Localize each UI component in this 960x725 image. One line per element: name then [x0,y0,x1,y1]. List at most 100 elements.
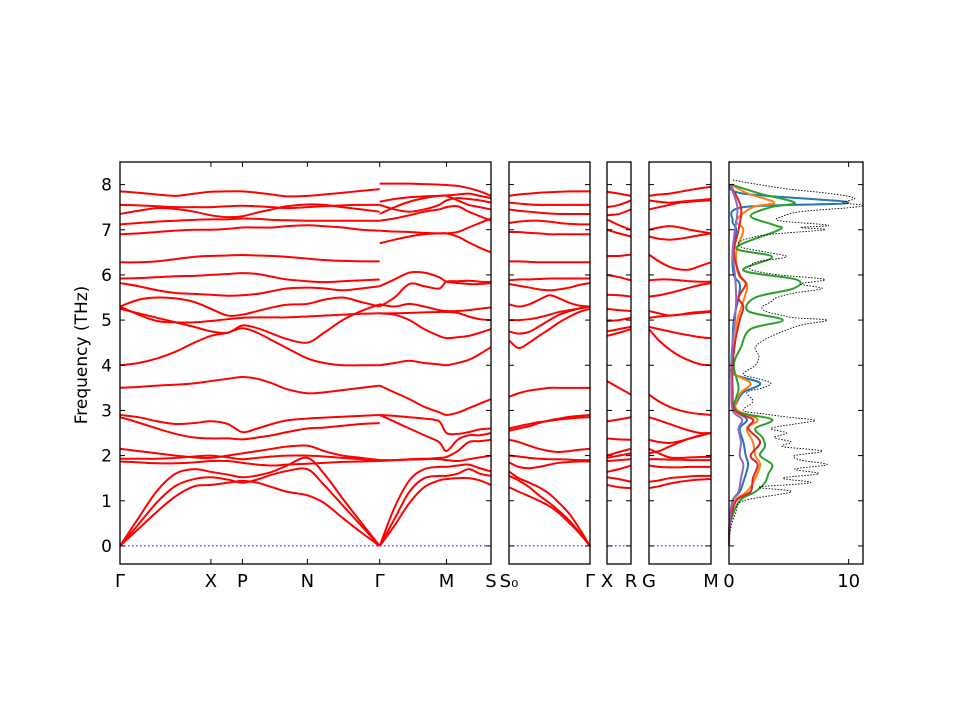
total-dos [728,179,863,546]
q-point-label-1-6: S [485,571,496,592]
y-tick-label-5: 5 [101,311,112,331]
phonon-branch-p3-s1-b8 [606,416,632,423]
phonon-branch-p1-s1-b5 [119,454,380,462]
phonon-branch-p1-s2-b17 [379,205,492,222]
phonon-branch-p1-s2-b2 [378,468,492,547]
phonon-branch-p4-s1-b14 [648,282,712,298]
phonon-branch-p1-s1-b7 [119,416,380,441]
q-point-label-4-1: M [703,571,719,592]
phonon-branch-p3-s1-b1 [606,483,632,490]
phonon-branch-p2-s1-b9 [508,386,590,398]
phonon-branch-p4-s1-b3 [648,464,711,469]
phonon-branch-p4-s1-b7 [648,432,712,444]
phonon-branch-p1-s2-b6 [379,414,492,453]
phonon-branch-p2-s1-b6 [508,438,591,453]
phonon-branch-p1-s1-b3 [119,456,381,547]
phonon-branch-p4-s1-b5 [648,447,712,459]
phonon-branch-p1-s2-b9 [379,346,492,367]
phonon-branch-p3-s1-b16 [606,253,632,258]
phonon-branch-p1-s1-b8 [119,413,380,434]
phonon-branch-p1-s2-b10 [379,312,492,340]
phonon-branch-p1-s1-b9 [119,376,380,395]
projected-dos-4 [728,184,762,546]
phonon-branch-p1-s2-b12 [379,302,492,313]
dos-x-tick-label-0: 0 [723,571,734,592]
phonon-branch-p2-s1-b7 [508,416,591,430]
phonon-branch-p1-s1-b13 [119,296,380,317]
q-point-label-1-1: X [205,571,217,592]
phonon-branch-p1-s1-b18 [119,217,380,226]
y-tick-label-2: 2 [101,447,112,467]
phonon-branch-p2-s1-b3 [508,470,591,547]
phonon-branch-p2-s1-b17 [508,230,590,236]
phonon-branch-p3-s1-b2 [606,476,632,483]
phonon-branch-p4-s1-b16 [648,253,712,271]
q-point-label-2-0: S₀ [500,571,519,592]
phonon-branch-p1-s2-b7 [379,413,492,436]
phonon-branch-p1-s2-b13 [379,279,492,308]
phonon-branch-p2-s1-b5 [508,454,591,462]
phonon-branch-p1-s1-b4 [119,459,380,467]
phonon-branch-p1-s1-b6 [119,444,380,462]
phonon-branch-p2-s1-b16 [508,260,590,264]
phonon-branch-p2-s1-b8 [508,413,591,432]
phonon-branch-p3-s1-b15 [606,273,632,282]
phonon-branch-p1-s1-b2 [119,467,381,547]
phonon-branch-p3-s1-b10 [606,328,632,337]
phonon-branch-p3-s1-b11 [606,325,632,333]
phonon-branch-p1-s1-b21 [119,188,380,198]
phonon-branch-p3-s1-b4 [606,458,632,463]
phonon-branch-p3-s1-b17 [606,228,632,238]
band-panel-2: S₀ Γ [500,161,595,592]
q-point-label-3-0: X [601,571,613,592]
y-tick-label-1: 1 [101,492,112,512]
dos-x-tick-label-10: 10 [837,571,860,592]
phonon-branch-p1-s2-b8 [379,384,492,416]
phonon-branch-p2-s1-b2 [508,475,591,547]
phonon-branch-p2-s1-b10 [508,307,591,350]
phonon-branch-p2-s1-b4 [508,460,591,470]
phonon-branch-p1-s2-b14 [379,270,492,288]
q-point-label-1-3: N [301,571,314,592]
phonon-branch-p3-s1-b12 [606,316,632,322]
band-panel-frame-1 [119,161,492,565]
phonon-branch-p3-s1-b19 [606,208,632,217]
phonon-branch-p1-s2-b16 [379,229,492,254]
phonon-branch-p4-s1-b21 [648,185,712,197]
phonon-branch-p1-s1-b12 [119,305,380,324]
phonon-branch-p4-s1-b1 [648,478,712,490]
q-point-label-1-0: Γ [115,571,125,592]
phonon-branch-p3-s1-b21 [606,190,632,197]
phonon-branch-p1-s1-b1 [119,479,381,547]
phonon-branch-p3-s1-b20 [606,199,632,209]
q-point-label-2-1: Γ [585,571,595,592]
phonon-branch-p1-s1-b20 [119,203,380,210]
phonon-branch-p4-s1-b4 [648,458,711,462]
phonon-branch-p1-s2-b1 [378,476,492,547]
band-panel-frame-4 [648,161,712,565]
phonon-branch-p3-s1-b9 [606,380,632,396]
q-point-label-1-4: Γ [375,571,385,592]
phonon-branch-p1-s1-b10 [119,327,380,367]
band-panel-frame-2 [508,161,591,565]
phonon-branch-p3-s1-b3 [606,464,632,473]
projected-dos-3 [727,183,802,546]
phonon-branch-p4-s1-b6 [648,432,712,455]
phonon-branch-p3-s1-b13 [606,307,632,313]
q-point-label-4-0: G [642,571,656,592]
phonon-branch-p1-s2-b20 [379,192,492,203]
dos-panel: 0 10 [723,161,864,592]
y-tick-label-8: 8 [101,176,112,196]
q-point-label-1-2: P [237,571,248,592]
phonon-branch-p4-s1-b10 [648,328,712,367]
dos-panel-frame [728,161,864,565]
y-axis-label: Frequency (THz) [72,286,92,425]
phonon-branch-p3-s1-b7 [606,437,632,441]
phonon-branch-p2-s1-b14 [508,282,591,292]
phonon-branch-p4-s1-b15 [648,278,712,283]
y-tick-label-0: 0 [101,537,112,557]
phonon-branch-p4-s1-b8 [648,416,712,435]
phonon-branch-p2-s1-b1 [508,486,591,547]
